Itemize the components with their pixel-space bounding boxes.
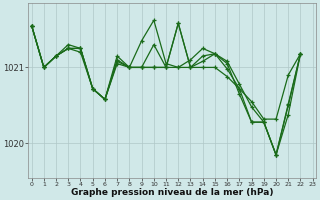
X-axis label: Graphe pression niveau de la mer (hPa): Graphe pression niveau de la mer (hPa) <box>71 188 273 197</box>
